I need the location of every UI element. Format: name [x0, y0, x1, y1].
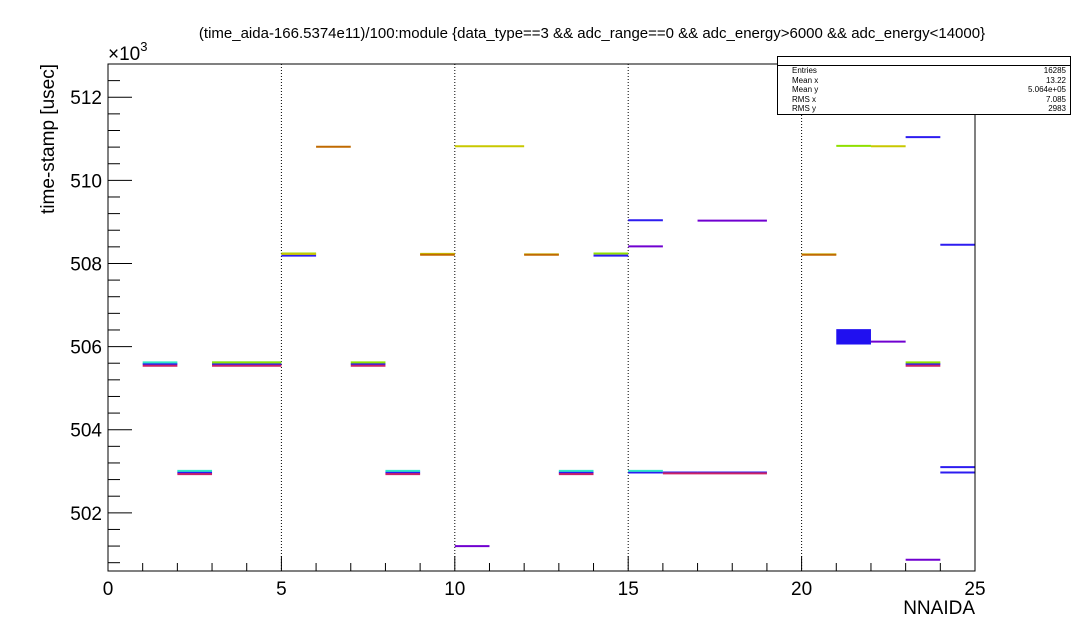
- x-axis-label: NNAIDA: [903, 598, 975, 619]
- y-tick-label: 504: [70, 421, 102, 442]
- stats-row: RMS y 2983: [778, 104, 1070, 114]
- stats-row: Mean y 5.064e+05: [778, 85, 1070, 95]
- y-tick-label: 510: [70, 171, 102, 192]
- stats-row: Entries 16285: [778, 66, 1070, 76]
- stats-value: 13.22: [1045, 75, 1066, 85]
- y-exponent-label: ×103: [108, 39, 147, 65]
- stats-row: Mean x 13.22: [778, 76, 1070, 86]
- stats-label: Mean y: [792, 85, 819, 95]
- stats-value: 16285: [1043, 66, 1066, 75]
- x-tick-label: 25: [964, 579, 985, 600]
- y-tick-label: 506: [70, 338, 102, 359]
- chart-title: (time_aida-166.5374e11)/100:module {data…: [199, 25, 985, 42]
- data-marks: [142, 136, 975, 561]
- x-tick-label: 0: [103, 579, 114, 600]
- y-exponent-base: ×10: [108, 44, 140, 65]
- stats-label: Mean x: [792, 75, 819, 85]
- stats-rows: Entries 16285 Mean x 13.22 Mean y 5.064e+05 RM…: [778, 66, 1070, 114]
- x-tick-label: 15: [618, 579, 639, 600]
- y-tick-label: 502: [70, 504, 102, 525]
- stats-row: RMS x 7.085: [778, 95, 1070, 105]
- y-exponent-power: 3: [140, 39, 147, 54]
- stats-label: RMS y: [792, 104, 816, 114]
- stats-value: 7.085: [1045, 94, 1066, 104]
- stats-value: 2983: [1048, 104, 1066, 114]
- plot-frame: [107, 63, 976, 572]
- data-block: [836, 329, 871, 345]
- x-tick-label: 10: [444, 579, 465, 600]
- stats-label: RMS x: [792, 94, 816, 104]
- y-axis-label: time-stamp [usec]: [38, 64, 59, 214]
- x-tick-label: 20: [791, 579, 812, 600]
- stats-label: Entries: [792, 66, 817, 75]
- stats-box: Entries 16285 Mean x 13.22 Mean y 5.064e+05 RM…: [777, 56, 1071, 115]
- y-tick-label: 508: [70, 254, 102, 275]
- grid-lines: [280, 64, 803, 571]
- y-tick-label: 512: [70, 88, 102, 109]
- stats-header: [778, 57, 1070, 66]
- x-tick-label: 5: [276, 579, 287, 600]
- stats-value: 5.064e+05: [1027, 85, 1066, 95]
